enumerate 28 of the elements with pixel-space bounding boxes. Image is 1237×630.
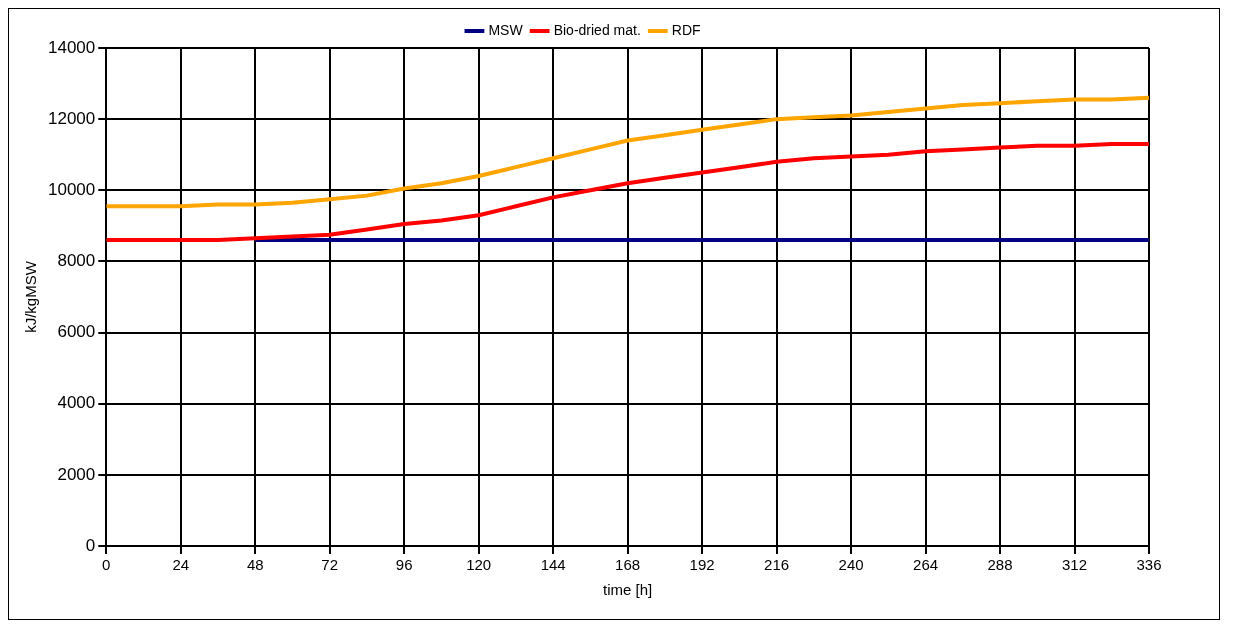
x-tick-label: 72 <box>321 556 339 574</box>
y-tick-label: 4000 <box>57 393 96 413</box>
legend-label: RDF <box>671 21 701 38</box>
legend-label: Bio-dried mat. <box>553 21 641 38</box>
y-tick-label: 8000 <box>57 251 96 271</box>
y-tick-label: 14000 <box>47 37 96 57</box>
x-tick-label: 192 <box>689 556 715 574</box>
x-tick-label: 0 <box>102 556 111 574</box>
x-tick-label: 144 <box>540 556 566 574</box>
x-tick-label: 96 <box>395 556 413 574</box>
y-axis-title: kJ/kgMSW <box>22 260 40 333</box>
x-tick-label: 312 <box>1062 556 1088 574</box>
x-tick-label: 120 <box>466 556 492 574</box>
x-tick-label: 264 <box>913 556 939 574</box>
y-tick-label: 12000 <box>47 108 96 128</box>
y-tick-label: 6000 <box>57 322 96 342</box>
x-axis-title: time [h] <box>603 581 653 599</box>
x-tick-label: 288 <box>987 556 1013 574</box>
x-tick-label: 168 <box>615 556 641 574</box>
legend-label: MSW <box>488 21 524 38</box>
x-tick-label: 240 <box>838 556 864 574</box>
y-tick-label: 2000 <box>57 464 96 484</box>
x-tick-label: 216 <box>764 556 790 574</box>
x-tick-label: 48 <box>246 556 264 574</box>
y-tick-label: 0 <box>85 535 96 555</box>
y-tick-label: 10000 <box>47 179 96 199</box>
x-tick-label: 24 <box>172 556 190 574</box>
x-tick-label: 336 <box>1136 556 1162 574</box>
